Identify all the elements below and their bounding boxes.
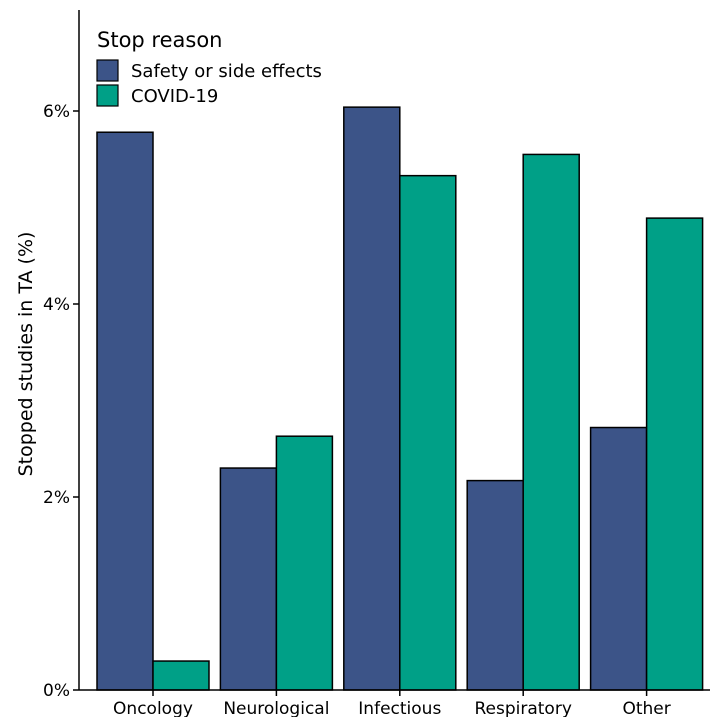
legend-label: Safety or side effects (131, 61, 322, 82)
bars-group (96, 106, 704, 691)
y-tick-label: 6% (43, 102, 70, 122)
bar-other-covid-19 (645, 217, 704, 691)
legend-swatch (96, 59, 119, 82)
legend-title: Stop reason (97, 28, 222, 52)
y-tick-label: 2% (43, 488, 70, 508)
y-axis-label: Stopped studies in TA (%) (15, 232, 37, 477)
legend-label: COVID-19 (131, 86, 218, 107)
bar-neurological-safety-or-side-effects (219, 467, 278, 691)
y-tick-label: 0% (43, 681, 70, 701)
axes-group (78, 10, 710, 691)
y-ticks-group: 0% 2% 4% 6% (43, 102, 79, 701)
bar-other-safety-or-side-effects (589, 426, 648, 691)
legend: Stop reason Safety or side effects COVID-… (96, 28, 322, 107)
bar-neurological-covid-19 (275, 435, 334, 691)
bar-infectious-covid-19 (399, 174, 457, 691)
bar-oncology-safety-or-side-effects (96, 131, 154, 691)
x-labels-group: Oncology Neurological Infectious Respirator… (113, 690, 671, 717)
legend-swatch (96, 84, 119, 107)
bar-oncology-covid-19 (152, 660, 210, 691)
bar-infectious-safety-or-side-effects (343, 106, 401, 691)
y-tick-label: 4% (43, 295, 70, 315)
x-category-label: Oncology (113, 699, 193, 717)
bar-respiratory-covid-19 (522, 153, 580, 691)
x-category-label: Infectious (358, 699, 441, 717)
x-category-label: Other (622, 699, 670, 717)
bar-respiratory-safety-or-side-effects (466, 479, 524, 691)
x-category-label: Respiratory (474, 699, 571, 717)
x-category-label: Neurological (223, 699, 329, 717)
